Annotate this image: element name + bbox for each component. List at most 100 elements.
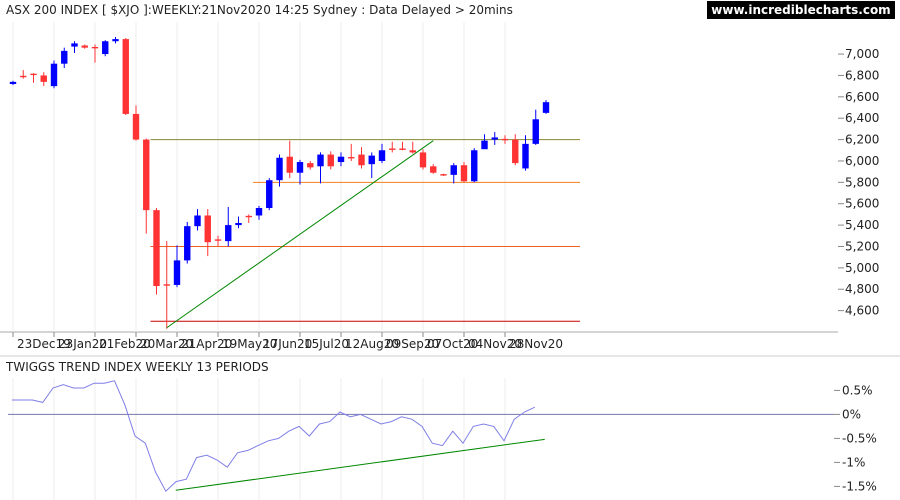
price-x-tick-label: 19May20: [222, 337, 277, 351]
candle-body: [40, 75, 47, 82]
price-x-tick-label: 23Dec19: [17, 337, 71, 351]
indicator-series-line: [12, 380, 536, 493]
candle: [9, 80, 17, 86]
price-y-tick-label: 5,400: [845, 218, 879, 232]
indicator-y-tick-label: -0.5%: [842, 431, 877, 445]
candle-body: [81, 45, 88, 48]
candle-body: [266, 180, 273, 208]
site-link[interactable]: www.incrediblecharts.com: [711, 3, 890, 17]
candle: [40, 72, 47, 87]
candle: [143, 138, 150, 234]
candle: [430, 164, 437, 174]
candle-body: [409, 150, 416, 153]
candle: [296, 159, 304, 185]
candle: [173, 245, 181, 288]
candle: [409, 141, 416, 154]
candle-body: [184, 226, 191, 261]
indicator-trendline: [175, 438, 545, 491]
price-y-tick-label: 6,600: [845, 90, 879, 104]
candle: [389, 141, 396, 153]
indicator-y-tick-label: -1%: [842, 455, 865, 469]
candle-body: [225, 225, 232, 242]
candle: [214, 235, 222, 247]
price-x-tick-label: 23Jan20: [58, 337, 107, 351]
candle-body: [194, 215, 201, 227]
candle: [235, 216, 242, 229]
indicator-grid: [12, 378, 506, 500]
price-x-tick-label: 21Feb20: [99, 337, 151, 351]
candle-body: [522, 143, 529, 169]
indicator-y-tick-label: -1.5%: [842, 479, 877, 493]
price-y-tick-label: 4,600: [845, 304, 879, 318]
price-x-tick-label: 20Mar20: [140, 337, 193, 351]
indicator-y-tick-label: 0%: [842, 407, 861, 421]
price-y-ticks: 4,600 4,800 5,000 5,200 5,400 5,600 5,800 6,000…: [838, 47, 879, 318]
candle: [122, 38, 129, 115]
candle: [20, 70, 27, 79]
price-y-tick-label: 4,800: [845, 282, 879, 296]
candle: [450, 163, 457, 184]
candle-body: [481, 140, 488, 150]
site-banner[interactable]: [707, 1, 895, 19]
candle-body: [337, 156, 345, 163]
candle-body: [296, 162, 304, 173]
candle: [337, 152, 345, 167]
candle-body: [542, 102, 550, 113]
candle-body: [143, 139, 150, 211]
candle: [71, 41, 78, 53]
candle: [204, 209, 211, 257]
candle-body: [132, 113, 140, 140]
candle-body: [430, 166, 437, 173]
candle-body: [153, 210, 160, 287]
chart-title: ASX 200 INDEX [ $XJO ]:WEEKLY:21Nov2020 …: [6, 3, 513, 17]
price-x-tick-label: 15Jul20: [304, 337, 349, 351]
price-x-tick-label: 12Aug20: [345, 337, 399, 351]
candle: [245, 214, 252, 223]
candle: [91, 44, 99, 63]
candle: [481, 134, 488, 150]
candle-body: [512, 139, 519, 164]
candle: [255, 205, 263, 220]
candle-body: [61, 50, 68, 64]
candles: [9, 36, 550, 329]
candle: [112, 36, 119, 44]
candle: [460, 162, 468, 183]
candle: [102, 40, 109, 57]
candle: [378, 143, 386, 164]
candle-body: [450, 165, 457, 175]
candle: [419, 149, 427, 170]
candle-body: [71, 43, 78, 47]
candle: [30, 73, 37, 83]
candle-body: [532, 119, 539, 144]
candle-body: [255, 208, 263, 216]
candle-body: [491, 137, 498, 140]
candle: [163, 241, 170, 329]
candle-body: [235, 222, 242, 226]
candle: [307, 160, 314, 170]
candle: [184, 221, 191, 264]
support-resistance-lines: [150, 139, 580, 322]
candle-body: [307, 163, 314, 168]
candle-body: [327, 154, 334, 167]
candle: [348, 143, 355, 161]
price-x-tick-label: 04Nov20: [468, 337, 522, 351]
price-x-tick-label: 07Oct20: [427, 337, 478, 351]
candle: [153, 208, 160, 295]
candle-body: [50, 63, 58, 87]
candle: [368, 152, 375, 179]
candle: [491, 132, 498, 145]
candle-body: [368, 155, 375, 165]
price-y-tick-label: 6,000: [845, 154, 879, 168]
candle-body: [460, 165, 468, 182]
candle: [81, 44, 88, 49]
candle: [286, 140, 293, 179]
price-x-tick-label: 17Jun20: [263, 337, 312, 351]
candle-body: [358, 154, 365, 166]
candle: [358, 147, 365, 169]
indicator-y-tick-label: 0.5%: [842, 383, 873, 397]
candle: [512, 134, 519, 166]
candle-body: [112, 39, 119, 42]
